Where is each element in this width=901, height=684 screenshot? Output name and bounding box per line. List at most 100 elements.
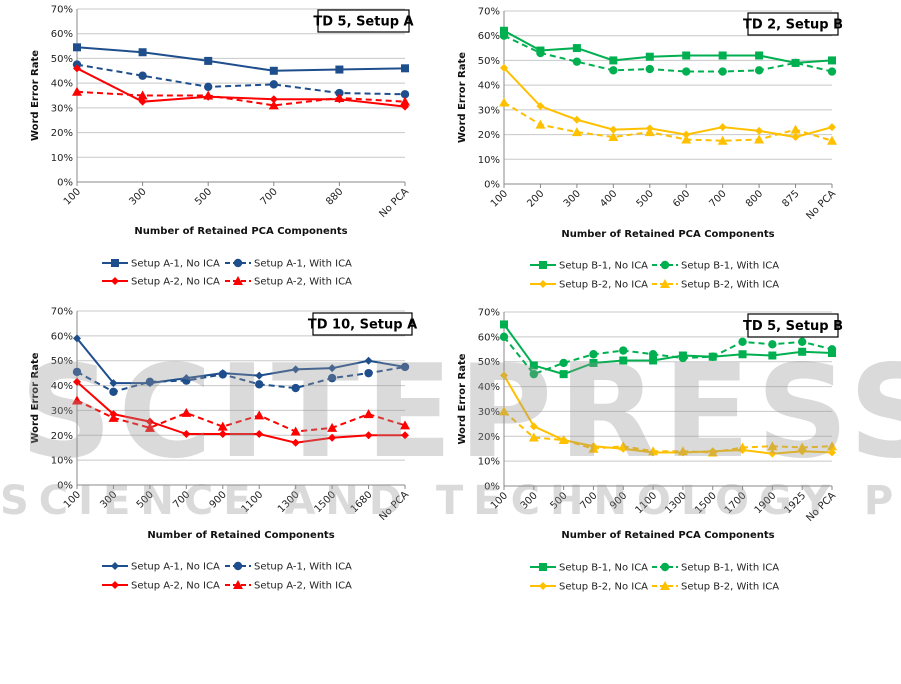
- series-setup-a-2-no-ica: [73, 64, 409, 111]
- x-tick-label: 300: [519, 490, 540, 511]
- series-setup-a-2-no-ica: [73, 377, 409, 447]
- data-point: [608, 132, 619, 142]
- series-line: [76, 67, 406, 108]
- data-point: [73, 43, 81, 52]
- data-point: [649, 356, 658, 365]
- data-point: [218, 370, 227, 379]
- legend-marker: [539, 261, 547, 269]
- series-line: [503, 29, 833, 64]
- data-point: [268, 100, 279, 110]
- x-tick-label: 800: [744, 188, 765, 209]
- chart-td10-setup-a: 0% 10% 20% 30% 40% 50% 60% 70% 100 300 500 700 900 11…: [0, 300, 450, 600]
- data-point: [558, 435, 569, 445]
- data-point: [572, 44, 581, 53]
- legend-entry: Setup B-1, No ICA: [530, 563, 648, 574]
- data-point: [528, 432, 539, 442]
- data-point: [754, 134, 765, 144]
- legend-marker: [111, 259, 119, 267]
- data-point: [768, 449, 777, 458]
- y-axis-title: Word Error Rate: [457, 52, 468, 143]
- data-point: [677, 446, 688, 456]
- data-point: [718, 67, 727, 76]
- series-line: [76, 337, 406, 385]
- y-tick-label: 30%: [478, 407, 500, 418]
- data-point: [138, 71, 147, 80]
- data-point: [364, 356, 373, 365]
- data-point: [73, 64, 81, 73]
- data-point: [500, 26, 508, 35]
- data-point: [678, 353, 688, 363]
- data-point: [791, 133, 800, 142]
- legend-label: Setup B-1, No ICA: [559, 261, 648, 272]
- legend-entry: Setup B-1, With ICA: [652, 261, 779, 272]
- data-point: [138, 97, 147, 106]
- legend-label: Setup A-2, No ICA: [131, 277, 220, 288]
- legend-entry: Setup A-2, No ICA: [102, 277, 220, 288]
- data-point: [797, 337, 807, 347]
- data-point: [571, 127, 582, 137]
- data-point: [536, 102, 545, 111]
- legend-marker: [660, 279, 670, 288]
- legend-label: Setup B-1, With ICA: [681, 261, 779, 272]
- data-point: [499, 97, 509, 107]
- series-line: [76, 381, 405, 444]
- y-tick-label: 40%: [478, 81, 500, 92]
- data-point: [72, 395, 82, 405]
- data-point: [204, 56, 213, 65]
- y-tick-label: 30%: [51, 103, 73, 114]
- y-axis-title: Word Error Rate: [457, 353, 468, 444]
- y-tick-label: 20%: [51, 431, 73, 442]
- legend-label: Setup B-2, With ICA: [681, 280, 779, 291]
- legend-label: Setup B-2, No ICA: [559, 280, 648, 291]
- data-point: [72, 86, 82, 96]
- data-point: [137, 90, 148, 100]
- data-point: [269, 95, 278, 104]
- series-line: [76, 46, 406, 72]
- data-point: [269, 80, 278, 89]
- legend-entry: Setup A-2, With ICA: [225, 580, 352, 592]
- series-line: [76, 90, 406, 107]
- data-point: [291, 438, 300, 447]
- legend-marker: [660, 260, 670, 270]
- x-tick-label: 700: [708, 188, 729, 209]
- series-setup-b-1-with-ica: [499, 31, 837, 76]
- data-point: [328, 433, 337, 442]
- data-point: [682, 67, 691, 76]
- title-box: [317, 9, 410, 33]
- title-box: [312, 312, 413, 336]
- data-point: [718, 51, 727, 60]
- x-tick-label: 500: [135, 489, 156, 510]
- series-setup-b-2-no-ica: [500, 371, 836, 458]
- x-tick-label: 900: [208, 489, 229, 510]
- data-point: [707, 447, 718, 457]
- legend-marker: [233, 276, 243, 285]
- legend-entry: Setup B-1, No ICA: [530, 261, 648, 272]
- series-setup-a-1-with-ica: [72, 362, 410, 396]
- legend-entry: Setup A-2, No ICA: [102, 581, 220, 592]
- data-point: [217, 421, 228, 431]
- legend-marker: [233, 580, 243, 589]
- data-point: [182, 376, 191, 385]
- data-point: [401, 64, 409, 73]
- data-point: [572, 57, 582, 66]
- series-setup-b-2-with-ica: [499, 97, 837, 145]
- y-tick-label: 40%: [51, 79, 73, 90]
- data-point: [72, 367, 82, 377]
- y-tick-label: 10%: [478, 457, 500, 468]
- data-point: [400, 420, 410, 430]
- legend-label: Setup B-2, No ICA: [559, 582, 648, 593]
- data-point: [790, 124, 801, 134]
- data-point: [108, 412, 119, 422]
- y-tick-label: 10%: [478, 155, 500, 166]
- x-tick-label: 1900: [753, 490, 779, 516]
- data-point: [182, 430, 191, 439]
- data-point: [499, 406, 509, 416]
- data-point: [363, 409, 374, 419]
- legend-entry: Setup B-2, With ICA: [652, 279, 779, 291]
- data-point: [589, 358, 598, 367]
- data-point: [255, 371, 264, 380]
- series-line: [503, 410, 833, 454]
- data-point: [737, 442, 748, 452]
- data-point: [269, 66, 278, 75]
- data-point: [827, 135, 837, 145]
